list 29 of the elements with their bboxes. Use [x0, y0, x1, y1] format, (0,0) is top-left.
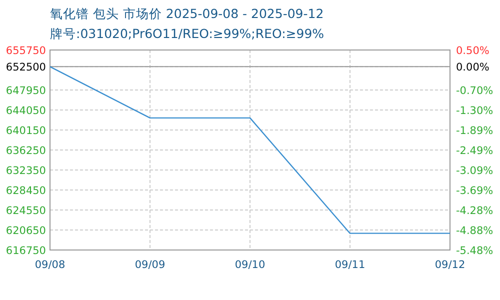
- y-tick-label: 624550: [6, 205, 46, 217]
- chart-subtitle: 牌号:031020;Pr6O11/REO:≥99%;REO:≥99%: [50, 26, 324, 41]
- y-tick-label: 640150: [6, 125, 46, 137]
- y2-tick-label: -4.88%: [456, 224, 494, 237]
- y-tick-label: 632350: [6, 165, 46, 177]
- y-tick-label: 628450: [6, 185, 46, 197]
- y2-tick-label: 0.50%: [456, 45, 490, 57]
- y2-tick-label: -3.69%: [456, 185, 494, 198]
- y2-tick-label: -0.70%: [456, 85, 494, 98]
- y-tick-label: 620650: [6, 225, 46, 237]
- y-tick-label: 636250: [6, 145, 46, 157]
- y-tick-label: 647950: [6, 85, 46, 97]
- y-tick-label: 655750: [6, 45, 46, 57]
- x-tick-label: 09/10: [234, 259, 266, 271]
- y2-tick-label: -4.28%: [456, 204, 494, 217]
- chart-title: 氧化镨 包头 市场价 2025-09-08 - 2025-09-12: [50, 6, 324, 21]
- x-tick-label: 09/08: [34, 259, 66, 271]
- x-tick-label: 09/11: [334, 259, 366, 271]
- x-tick-label: 09/09: [134, 259, 166, 271]
- y2-tick-label: -2.49%: [456, 145, 494, 157]
- y2-tick-label: -1.89%: [456, 124, 494, 137]
- y2-tick-label: -1.30%: [456, 105, 494, 118]
- y-tick-label: 652500: [6, 62, 46, 74]
- x-tick-label: 09/12: [434, 259, 466, 271]
- y2-tick-label: -5.48%: [456, 245, 494, 257]
- y2-tick-label: -3.09%: [456, 165, 494, 178]
- y-tick-label: 644050: [6, 105, 46, 117]
- y-tick-label: 616750: [6, 245, 46, 257]
- y2-tick-label: 0.00%: [456, 62, 490, 74]
